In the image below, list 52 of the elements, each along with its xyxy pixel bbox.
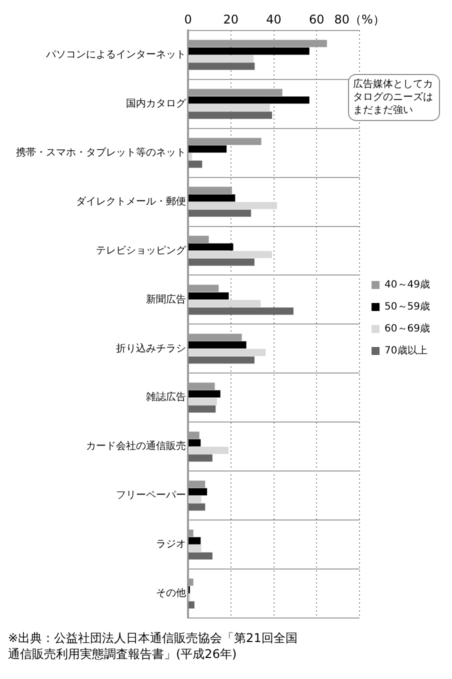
bar xyxy=(188,243,234,251)
bar xyxy=(188,47,310,55)
y-tick-label: 新聞広告 xyxy=(146,293,186,306)
bar xyxy=(188,537,201,544)
bar xyxy=(188,446,229,454)
y-tick-label: 折り込みチラシ xyxy=(116,342,186,354)
legend-label: 40～49歳 xyxy=(384,278,430,291)
y-tick-label: ダイレクトメール・郵便 xyxy=(76,195,186,208)
bar xyxy=(188,398,217,406)
x-tick-label: 0 xyxy=(184,12,192,26)
text: ※出典：公益社団法人日本通信販売協会「第21回全国通信販売利用実態調査報告書」(平成26年) xyxy=(8,630,298,662)
y-tick-label: フリーペーパー xyxy=(116,490,186,502)
x-tick-label: 20 xyxy=(223,12,239,26)
x-tick-label: 60 xyxy=(309,12,324,26)
y-tick-label: その他 xyxy=(156,587,186,600)
y-tick-label: パソコンによるインターネット xyxy=(45,49,186,60)
bar xyxy=(188,202,277,210)
bar xyxy=(188,439,201,446)
legend-label: 70歳以上 xyxy=(384,344,428,357)
y-tick-label: 携帯・スマホ・タブレット等のネット xyxy=(16,146,186,158)
legend-label: 50～59歳 xyxy=(384,300,430,313)
bar xyxy=(188,454,212,462)
bar xyxy=(188,194,236,202)
speech-bubble: 広告媒体としてカタログのニーズはまだまだ強い xyxy=(348,74,440,121)
bar xyxy=(188,496,202,503)
bar xyxy=(188,300,261,308)
bar xyxy=(188,145,227,153)
bar xyxy=(188,390,220,398)
legend-label: 60～69歳 xyxy=(384,322,430,335)
y-tick-label: テレビショッピング xyxy=(96,245,187,256)
bar xyxy=(188,552,212,560)
bar xyxy=(188,160,202,168)
bar xyxy=(188,348,266,356)
bar xyxy=(188,153,192,160)
y-tick-label: ラジオ xyxy=(156,539,186,550)
y-tick-label: 国内カタログ xyxy=(126,97,187,110)
bar xyxy=(188,96,310,104)
bar xyxy=(188,405,216,413)
bar xyxy=(188,544,202,552)
bar xyxy=(188,356,254,364)
x-tick-label: 80（%） xyxy=(334,12,385,26)
y-tick-label: カード会社の通信販売 xyxy=(86,440,186,452)
bar xyxy=(188,104,270,112)
bar xyxy=(188,503,206,511)
bar xyxy=(188,292,229,300)
bar xyxy=(188,488,208,496)
bar xyxy=(188,55,254,62)
y-tick-label: 雑誌広告 xyxy=(146,391,186,404)
bar xyxy=(188,341,246,348)
x-tick-label: 40 xyxy=(266,12,282,26)
bar xyxy=(188,250,272,258)
bar xyxy=(188,601,194,609)
